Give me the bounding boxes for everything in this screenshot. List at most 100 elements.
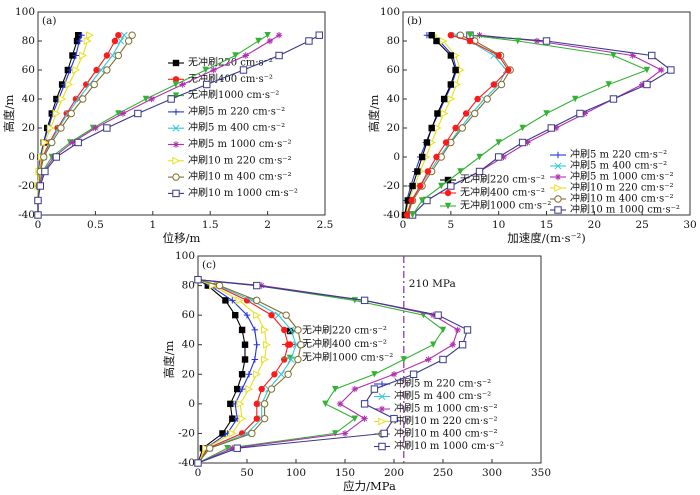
marker	[215, 281, 224, 290]
series-line	[197, 279, 268, 464]
x-tick-label: 250	[433, 467, 453, 479]
marker	[268, 311, 275, 319]
legend-marker	[172, 173, 180, 181]
marker	[433, 37, 440, 45]
marker	[648, 51, 656, 60]
marker	[103, 52, 111, 59]
marker	[434, 110, 441, 117]
marker	[253, 341, 260, 348]
x-tick-label: 2.5	[317, 219, 334, 231]
marker	[351, 385, 358, 393]
y-tick-label: 80	[387, 35, 400, 47]
marker	[253, 400, 260, 408]
marker	[452, 80, 461, 89]
marker	[242, 52, 249, 59]
marker	[260, 355, 269, 364]
marker	[232, 311, 239, 319]
marker	[341, 430, 349, 437]
marker	[581, 110, 588, 117]
marker	[238, 414, 247, 423]
marker	[390, 414, 398, 423]
marker	[117, 37, 125, 45]
legend-label: 冲刷10 m 400 cm·s⁻²	[188, 170, 292, 183]
marker	[409, 182, 416, 190]
x-tick-label: 25	[635, 219, 648, 231]
marker	[34, 211, 42, 219]
legend-label: 冲刷10 m 220 cm·s⁻²	[188, 153, 292, 166]
legend-label: 无冲刷1000 cm·s⁻²	[188, 88, 279, 101]
annotation: 210 MPa	[409, 278, 456, 290]
marker	[90, 80, 98, 89]
y-tick-label: -40	[18, 209, 35, 221]
marker	[245, 385, 254, 394]
plot-frame	[197, 255, 542, 464]
marker	[629, 52, 636, 59]
marker	[67, 109, 75, 118]
marker	[418, 197, 426, 204]
x-tick-label: 10	[492, 219, 505, 231]
marker	[232, 52, 239, 59]
marker	[238, 371, 246, 378]
y-tick-label: 40	[387, 93, 400, 105]
marker	[428, 124, 435, 132]
marker	[93, 66, 100, 74]
marker	[447, 52, 455, 59]
y-tick-label: 0	[188, 398, 195, 410]
marker	[605, 81, 612, 88]
marker	[65, 80, 74, 89]
marker	[115, 32, 122, 39]
marker	[439, 36, 448, 46]
marker	[258, 282, 265, 289]
marker	[643, 66, 651, 74]
y-axis-label: 高度/m	[2, 95, 16, 133]
marker	[260, 325, 269, 334]
marker	[282, 311, 290, 319]
marker	[275, 51, 283, 60]
marker	[547, 124, 555, 132]
marker	[297, 341, 305, 349]
marker	[281, 326, 288, 334]
marker	[253, 370, 262, 379]
marker	[442, 139, 450, 146]
marker	[452, 66, 459, 74]
marker	[423, 139, 431, 146]
legend-marker	[444, 189, 452, 197]
marker	[120, 31, 128, 39]
marker	[409, 370, 418, 378]
y-tick-label: 80	[22, 35, 35, 47]
marker	[239, 66, 248, 74]
marker	[519, 124, 526, 132]
y-tick-label: -40	[383, 209, 400, 221]
marker	[425, 356, 432, 363]
marker	[336, 400, 344, 408]
marker	[466, 32, 474, 39]
marker	[224, 445, 231, 452]
y-tick-label: 0	[28, 151, 35, 163]
marker	[234, 385, 241, 393]
y-axis-label: 高度/m	[162, 341, 176, 379]
legend-marker	[554, 173, 562, 181]
marker	[274, 311, 282, 319]
marker	[34, 196, 42, 205]
marker	[69, 139, 76, 146]
y-tick-label: 20	[387, 122, 400, 134]
marker	[457, 168, 464, 175]
marker	[251, 326, 259, 334]
legend-label: 冲刷10 m 400 cm·s⁻²	[570, 192, 674, 205]
marker	[233, 444, 241, 452]
marker	[434, 311, 442, 319]
marker	[543, 110, 550, 117]
marker	[438, 182, 445, 190]
x-tick-label: 30	[683, 219, 696, 231]
marker	[210, 66, 217, 74]
marker	[576, 109, 584, 118]
marker	[610, 52, 617, 59]
marker	[403, 211, 411, 219]
panel: -40 -20 0 20 40 60 80 100 0 50 100 150 200 250 300 350 (…	[162, 250, 551, 493]
marker	[103, 66, 111, 74]
marker	[514, 37, 521, 45]
marker	[495, 139, 502, 146]
y-tick-label: 20	[22, 122, 35, 134]
marker	[287, 326, 295, 334]
marker	[172, 81, 179, 88]
